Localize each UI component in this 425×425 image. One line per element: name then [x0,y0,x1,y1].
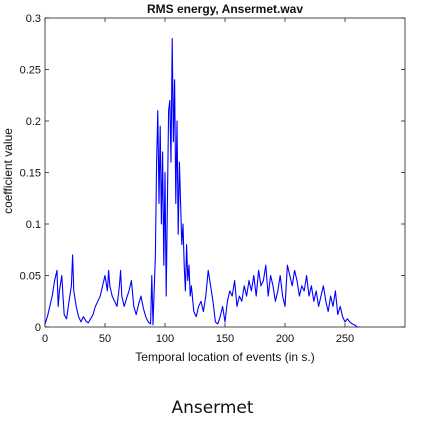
x-tick-label-4: 200 [276,333,294,345]
y-tick-label-0: 0 [35,322,41,334]
figure-caption: Ansermet [171,398,254,418]
x-tick-label-0: 0 [42,333,48,345]
y-tick-label-3: 0.15 [20,168,41,180]
y-tick-label-6: 0.3 [26,13,41,25]
y-tick-label-1: 0.05 [20,271,41,283]
plot-area: 0 50 100 150 200 250 0 0.05 0.1 0.15 0.2 0.25 0.3 [20,13,406,345]
plot-frame [44,17,406,328]
x-tick-label-3: 150 [216,333,234,345]
y-axis-label: coefficient value [1,128,15,214]
x-tick-label-2: 100 [156,333,174,345]
x-tick-label-1: 50 [99,333,111,345]
y-tick-label-4: 0.2 [26,116,41,128]
y-tick-label-2: 0.1 [26,219,41,231]
x-axis-label: Temporal location of events (in s.) [135,350,314,364]
y-tick-label-5: 0.25 [20,65,41,77]
series-line-0 [44,38,360,328]
x-tick-label-5: 250 [336,333,354,345]
chart-title: RMS energy, Ansermet.wav [147,2,303,16]
